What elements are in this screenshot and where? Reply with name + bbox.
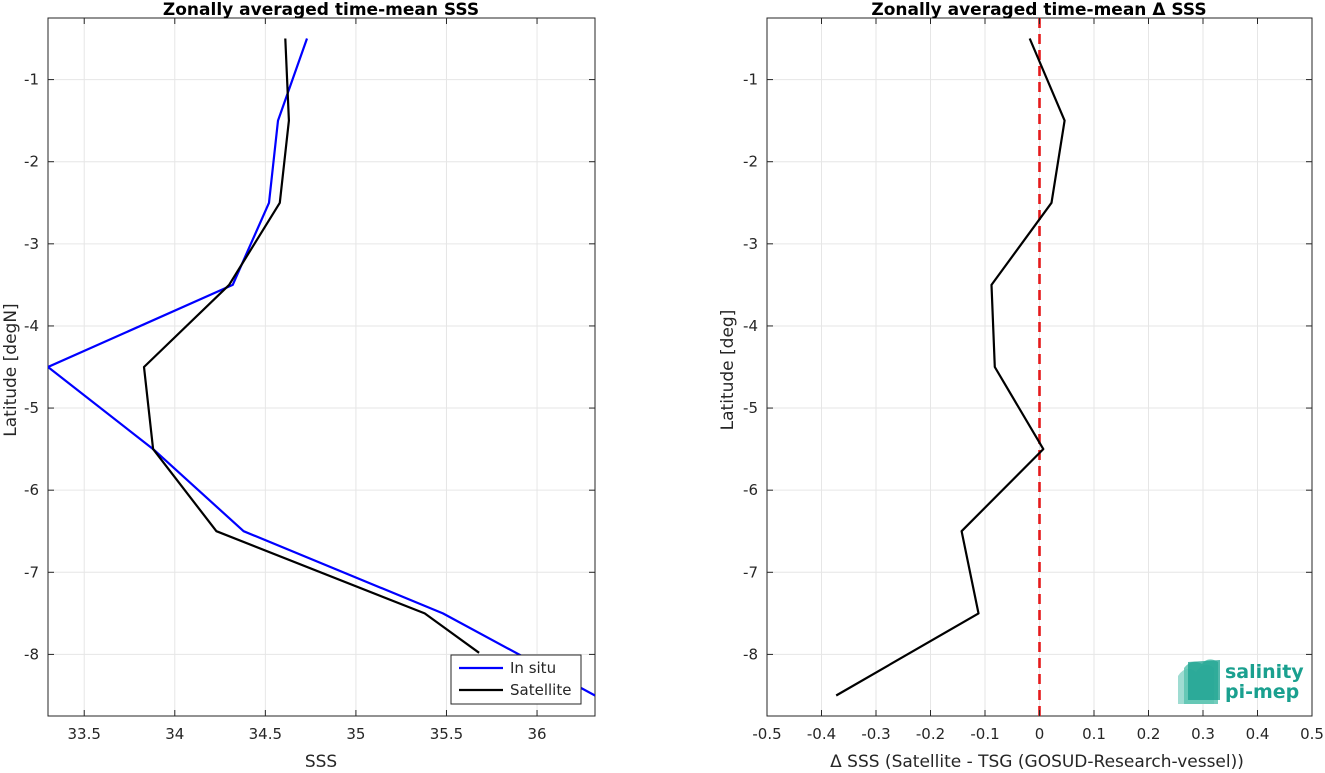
right-x-tick-label: 0.1: [1082, 725, 1106, 743]
right-y-tick-label: -4: [743, 317, 758, 335]
left-panel-sss: 33.5 34 34.5 35 35.5 36 -1 -2 -3 -4 -5 -6 -7 -8 Zonal…: [1, 0, 596, 772]
right-y-tick-label: -6: [743, 481, 758, 499]
right-y-tick-label: -5: [743, 399, 758, 417]
right-panel-delta-sss: -0.5 -0.4 -0.3 -0.2 -0.1 0 0.1 0.2 0.3 0.4 0.5 -1 -2…: [718, 0, 1324, 772]
right-x-tick-label: 0.2: [1137, 725, 1161, 743]
wave-logo-icon: [1178, 659, 1220, 704]
right-chart-title: Zonally averaged time-mean Δ SSS: [871, 0, 1206, 20]
right-x-tick-label: 0: [1035, 725, 1045, 743]
right-x-tick-label: -0.2: [916, 725, 945, 743]
right-x-tick-label: -0.5: [752, 725, 781, 743]
logo-line2: pi-mep: [1225, 681, 1299, 703]
right-y-tick-label: -8: [743, 645, 758, 663]
right-x-tick-label: 0.4: [1246, 725, 1270, 743]
right-x-axis-label: Δ SSS (Satellite - TSG (GOSUD-Research-v…: [830, 752, 1244, 769]
satellite-series-line: [142, 38, 480, 654]
left-y-tick-label: -1: [24, 71, 39, 89]
right-x-tick-label: -0.1: [970, 725, 999, 743]
left-y-tick-label: -6: [24, 481, 39, 499]
left-y-axis-label: Latitude [degN]: [1, 303, 21, 436]
legend-satellite-label: Satellite: [510, 681, 571, 699]
delta-sss-series-line: [835, 38, 1066, 697]
left-plot-box: [47, 17, 596, 717]
in-situ-series-line: [48, 38, 595, 697]
left-x-tick-label: 34.5: [249, 725, 282, 743]
salinity-pi-mep-logo: salinity pi-mep: [1178, 659, 1304, 704]
left-y-tick-label: -3: [24, 235, 39, 253]
left-chart-title: Zonally averaged time-mean SSS: [163, 0, 479, 20]
legend-box: [450, 654, 582, 705]
right-x-tick-label: 0.3: [1191, 725, 1215, 743]
left-x-tick-label: 34: [165, 725, 184, 743]
left-x-axis-label: SSS: [305, 752, 337, 769]
left-x-tick-label: 36: [527, 725, 546, 743]
left-x-tick-label: 35: [346, 725, 365, 743]
right-y-axis-label: Latitude [deg]: [718, 310, 738, 431]
right-x-tick-label: -0.3: [861, 725, 890, 743]
right-y-tick-label: -1: [743, 71, 758, 89]
left-x-tick-label: 33.5: [68, 725, 101, 743]
logo-line1: salinity: [1225, 661, 1304, 683]
left-y-tick-label: -8: [24, 645, 39, 663]
right-y-tick-label: -3: [743, 235, 758, 253]
left-x-tick-label: 35.5: [430, 725, 463, 743]
left-y-tick-label: -7: [24, 563, 39, 581]
right-y-tick-label: -2: [743, 153, 758, 171]
legend: In situ Satellite: [450, 654, 582, 705]
left-y-tick-label: -2: [24, 153, 39, 171]
right-y-tick-label: -7: [743, 563, 758, 581]
right-x-tick-label: -0.4: [807, 725, 836, 743]
left-y-tick-label: -5: [24, 399, 39, 417]
legend-in-situ-label: In situ: [510, 659, 556, 677]
left-y-tick-label: -4: [24, 317, 39, 335]
right-x-tick-label: 0.5: [1300, 725, 1324, 743]
